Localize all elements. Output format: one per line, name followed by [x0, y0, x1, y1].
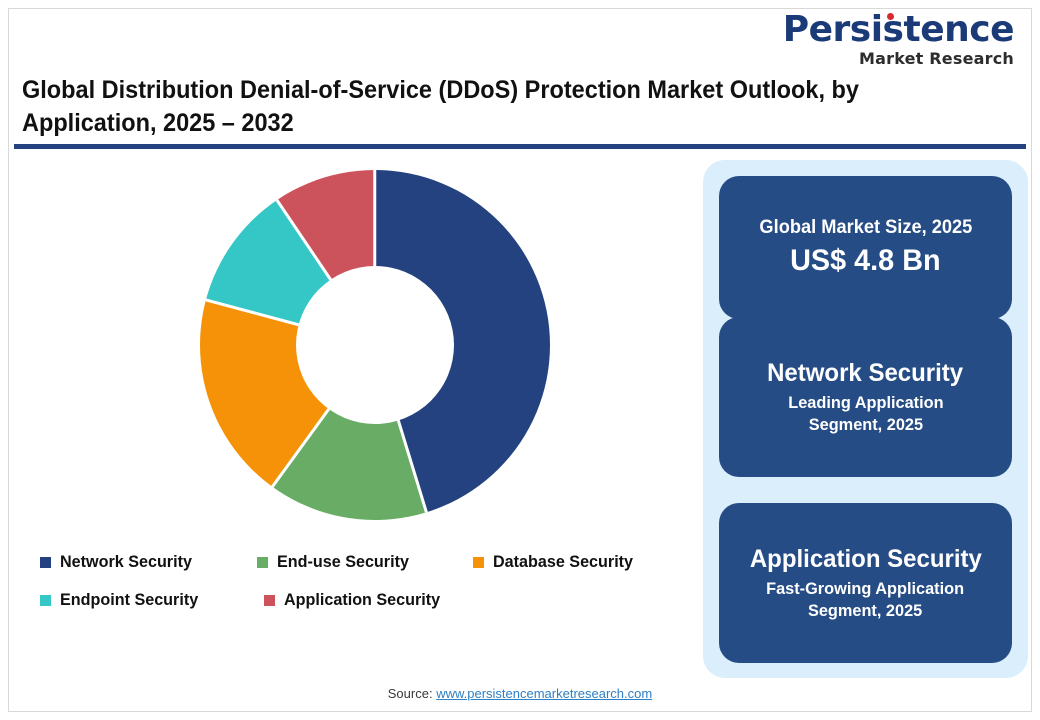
stat-card-fast-growing-segment[interactable]: Application Security Fast-Growing Applic… — [719, 503, 1012, 663]
legend-row-1: Network Security End-use Security Databa… — [40, 552, 690, 572]
legend-row-2: Endpoint Security Application Security — [40, 590, 690, 610]
legend-item-database-security[interactable]: Database Security — [473, 552, 690, 572]
brand-logo-tagline: Market Research — [859, 49, 1014, 68]
chart-area — [20, 160, 690, 550]
stat-card-subtitle: Leading Application Segment, 2025 — [787, 392, 944, 434]
donut-hole — [296, 266, 454, 424]
legend-label: Endpoint Security — [60, 590, 199, 609]
legend-item-end-use-security[interactable]: End-use Security — [256, 552, 474, 572]
source-prefix: Source: — [387, 686, 437, 701]
stat-card-market-size[interactable]: Global Market Size, 2025 US$ 4.8 Bn — [719, 176, 1012, 319]
source-link[interactable]: www.persistencemarketresearch.com — [436, 686, 653, 701]
legend-label: End-use Security — [276, 552, 409, 571]
legend-swatch-icon — [256, 556, 268, 568]
highlights-panel: Global Market Size, 2025 US$ 4.8 Bn Netw… — [703, 160, 1028, 678]
legend-swatch-icon — [40, 594, 51, 606]
legend-item-network-security[interactable]: Network Security — [40, 552, 257, 572]
title-divider — [14, 144, 1026, 149]
legend-swatch-icon — [264, 594, 275, 606]
brand-logo-name: Persistence — [782, 9, 1015, 50]
logo-dot-icon — [886, 13, 894, 20]
brand-logo-wordmark: Persistence — [782, 9, 1015, 50]
source-line: Source: www.persistencemarketresearch.co… — [0, 686, 1040, 701]
stat-card-title: Application Security — [749, 544, 982, 573]
legend-item-application-security[interactable]: Application Security — [264, 590, 488, 610]
chart-legend: Network Security End-use Security Databa… — [40, 552, 690, 628]
page-title: Global Distribution Denial-of-Service (D… — [22, 76, 859, 137]
legend-item-endpoint-security[interactable]: Endpoint Security — [40, 590, 264, 610]
legend-swatch-icon — [473, 556, 485, 568]
stat-card-title: Network Security — [767, 358, 964, 387]
brand-logo: Persistence Market Research — [782, 9, 1015, 68]
legend-label: Network Security — [60, 552, 192, 571]
legend-swatch-icon — [40, 556, 51, 568]
stat-card-subtitle: Fast-Growing Application Segment, 2025 — [766, 578, 965, 620]
legend-label: Application Security — [284, 590, 441, 609]
donut-chart — [200, 170, 550, 520]
legend-label: Database Security — [493, 552, 634, 571]
stat-card-leading-segment[interactable]: Network Security Leading Application Segm… — [719, 317, 1012, 477]
stat-card-heading: Global Market Size, 2025 — [759, 217, 972, 239]
stat-card-value: US$ 4.8 Bn — [790, 243, 941, 277]
